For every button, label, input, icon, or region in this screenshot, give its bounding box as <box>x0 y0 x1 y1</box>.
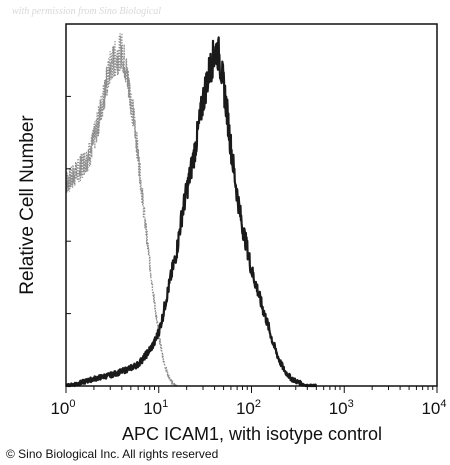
x-tick-label: 104 <box>421 398 446 418</box>
x-tick-label: 102 <box>236 398 261 418</box>
y-axis-label: Relative Cell Number <box>17 115 38 295</box>
x-tick-label: 100 <box>50 398 75 418</box>
watermark: with permission from Sino Biological <box>12 6 162 17</box>
copyright-notice: © Sino Biological Inc. All rights reserv… <box>6 447 219 461</box>
series-1-trace <box>65 36 318 388</box>
series-layer <box>65 32 318 388</box>
x-tick-label-layer: 100 101 102 103 104 <box>50 398 446 418</box>
x-axis-label: APC ICAM1, with isotype control <box>122 424 382 444</box>
series-0-trace <box>65 32 179 387</box>
x-tick-label: 103 <box>329 398 354 418</box>
y-tick-layer <box>66 95 71 315</box>
x-tick-label: 101 <box>143 398 168 418</box>
x-tick-layer <box>65 386 438 393</box>
plot-frame <box>65 23 438 387</box>
